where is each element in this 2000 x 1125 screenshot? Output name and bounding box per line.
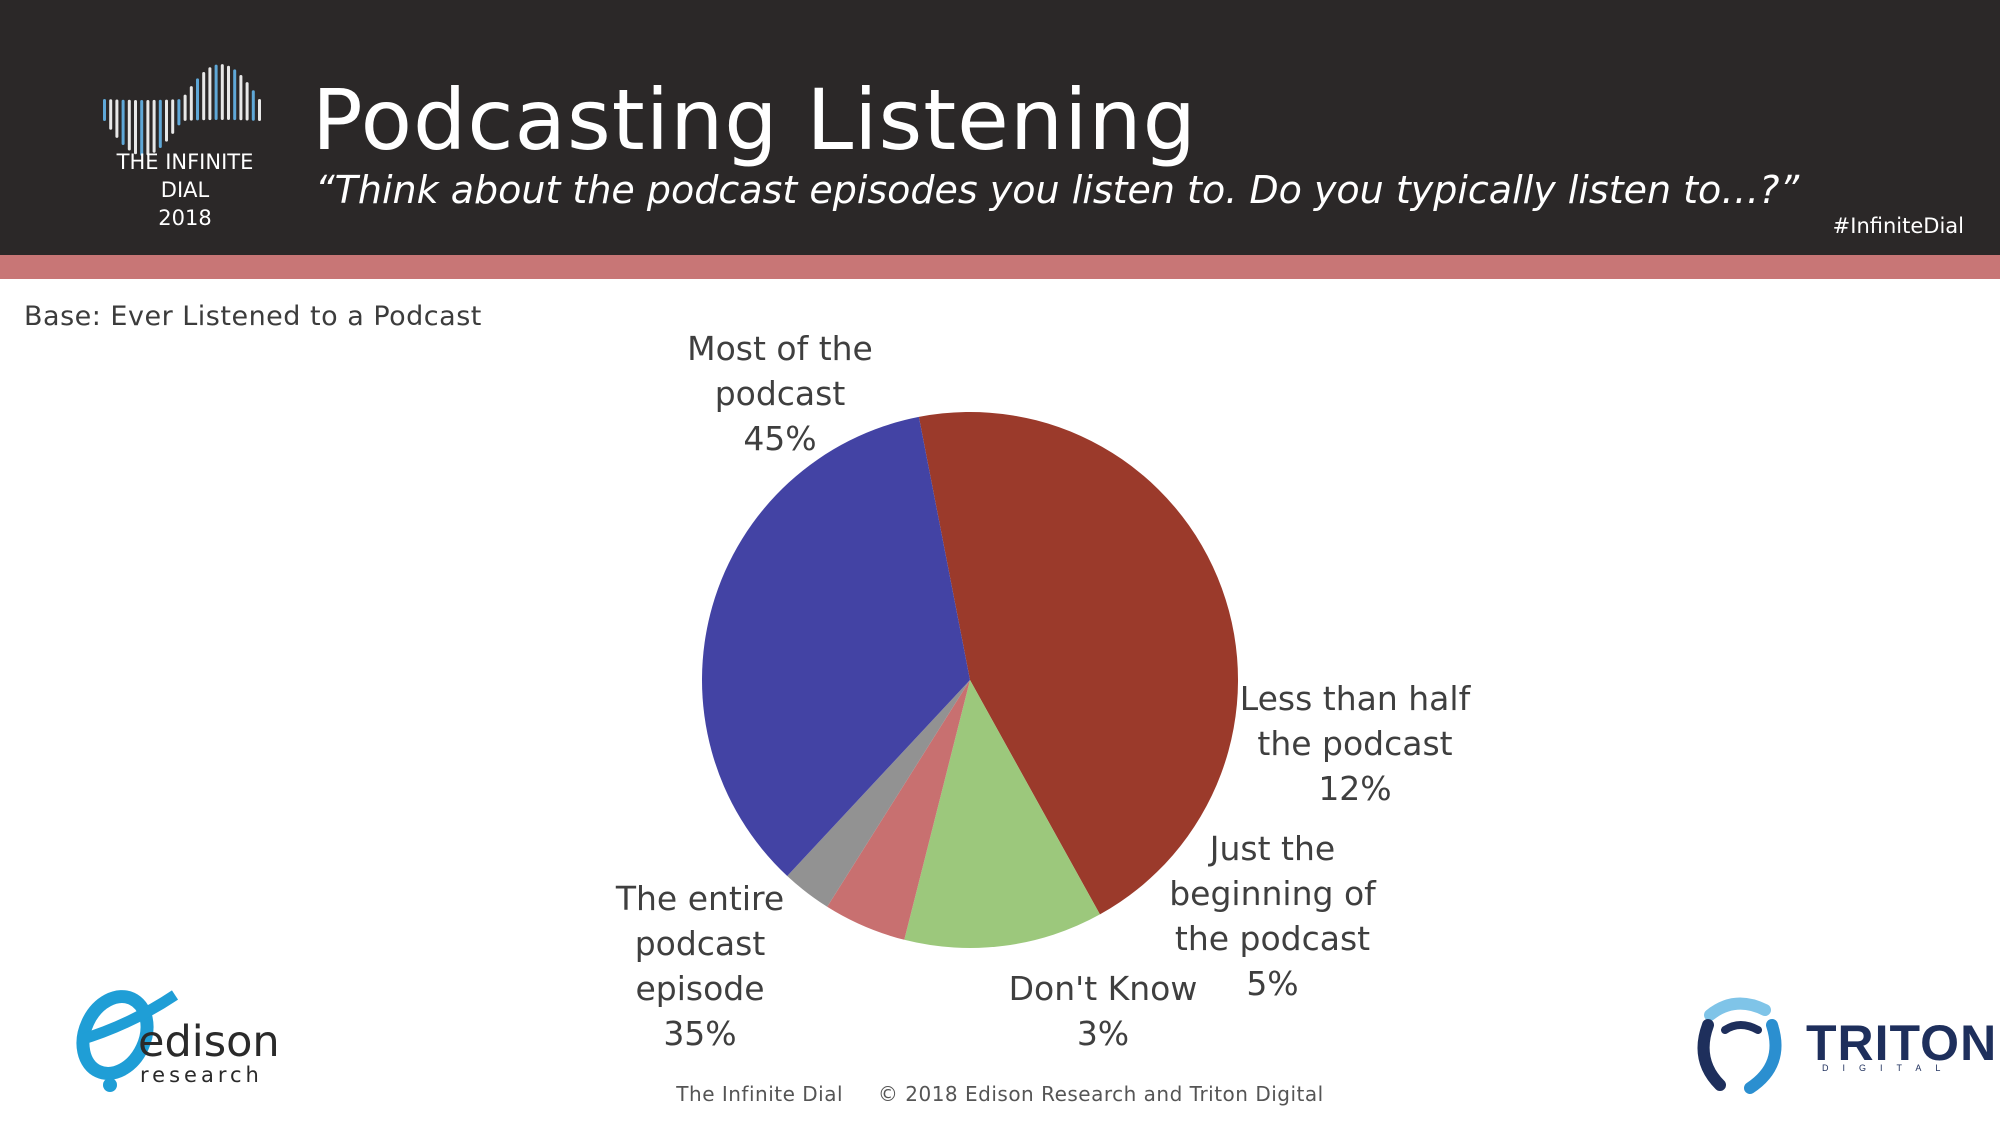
logo-bar [158, 99, 162, 148]
slice-label-entire-line3: episode [635, 969, 765, 1008]
base-note: Base: Ever Listened to a Podcast [24, 301, 482, 332]
slice-label-most: Most of the podcast 45% [640, 326, 920, 461]
logo-caption-line2: 2018 [158, 206, 212, 230]
logo-bar [251, 90, 255, 121]
triton-wordmark: TRITON [1806, 1015, 1998, 1071]
logo-bar [258, 99, 261, 121]
logo-bar [115, 99, 119, 138]
slice-label-less-than-half: Less than half the podcast 12% [1225, 676, 1485, 811]
page-subtitle: “Think about the podcast episodes you li… [315, 168, 1800, 212]
slice-label-dont-know: Don't Know 3% [993, 966, 1213, 1056]
slice-label-most-line2: podcast [714, 374, 846, 413]
logo-bar [121, 99, 125, 145]
logo-bar [171, 99, 175, 134]
slice-value-entire: 35% [663, 1014, 737, 1053]
footer-right: © 2018 Edison Research and Triton Digita… [877, 1082, 1324, 1106]
page-title: Podcasting Listening [312, 71, 1197, 169]
edison-logo-icon [76, 990, 179, 1092]
logo-caption-line1: THE INFINITE DIAL [116, 150, 254, 202]
pie-slice-dont-know [787, 680, 970, 907]
slice-label-less-line2: the podcast [1257, 724, 1453, 763]
logo-bar [152, 99, 156, 153]
slice-label-just-beginning: Just the beginning of the podcast 5% [1155, 826, 1390, 1006]
pie-slice-less-than-half [904, 680, 1100, 948]
footer: The Infinite Dial © 2018 Edison Research… [500, 1080, 1500, 1108]
accent-band [0, 255, 2000, 279]
logo-bar [140, 100, 144, 156]
triton-logo-icon [1697, 997, 1782, 1094]
infinite-dial-logo-icon [103, 64, 261, 156]
pie-slice-just-beginning [827, 680, 970, 940]
pie-slice-entire [701, 416, 970, 876]
slice-label-dontknow-line1: Don't Know [1008, 969, 1198, 1008]
logo-bar [127, 99, 131, 151]
slice-value-dontknow: 3% [1076, 1014, 1130, 1053]
slice-label-entire: The entire podcast episode 35% [600, 876, 800, 1056]
slice-label-beginning-line2: beginning of [1169, 874, 1376, 913]
logo-bar [134, 100, 137, 155]
logo-bar [196, 78, 199, 121]
slice-value-beginning: 5% [1246, 964, 1299, 1003]
logo-bar [103, 99, 106, 121]
logo-bar [146, 100, 150, 156]
logo-caption: THE INFINITE DIAL 2018 [90, 148, 280, 232]
logo-bar [233, 69, 237, 121]
edison-subtext: research [140, 1063, 263, 1087]
slice-label-entire-line1: The entire [615, 879, 785, 918]
logo-bar [165, 99, 168, 142]
logo-bar [189, 86, 193, 121]
logo-bar [202, 72, 206, 121]
slice-label-beginning-line1: Just the [1209, 829, 1336, 868]
slice-label-most-line1: Most of the [687, 329, 873, 368]
hashtag: #InfiniteDial [1832, 214, 1964, 238]
header-bar [0, 0, 2000, 255]
logo-bar [245, 82, 249, 121]
logo-bar [227, 65, 230, 120]
slice-label-beginning-line3: the podcast [1174, 919, 1371, 958]
logo-bar [239, 75, 243, 121]
logo-bar [214, 64, 218, 120]
slice-label-less-line1: Less than half [1239, 679, 1471, 718]
slice-label-entire-line2: podcast [634, 924, 766, 963]
footer-left: The Infinite Dial [676, 1082, 844, 1106]
logo-bar [109, 99, 113, 130]
edison-wordmark: edison [138, 1017, 280, 1067]
logo-bar [220, 64, 224, 120]
triton-subtext: DIGITAL [1822, 1063, 1955, 1073]
slice-value-most: 45% [743, 419, 817, 458]
logo-bar [183, 94, 187, 121]
logo-bar [208, 67, 212, 121]
pie-slice-most [918, 411, 1239, 915]
logo-bar [177, 99, 181, 126]
slice-value-less: 12% [1318, 769, 1392, 808]
